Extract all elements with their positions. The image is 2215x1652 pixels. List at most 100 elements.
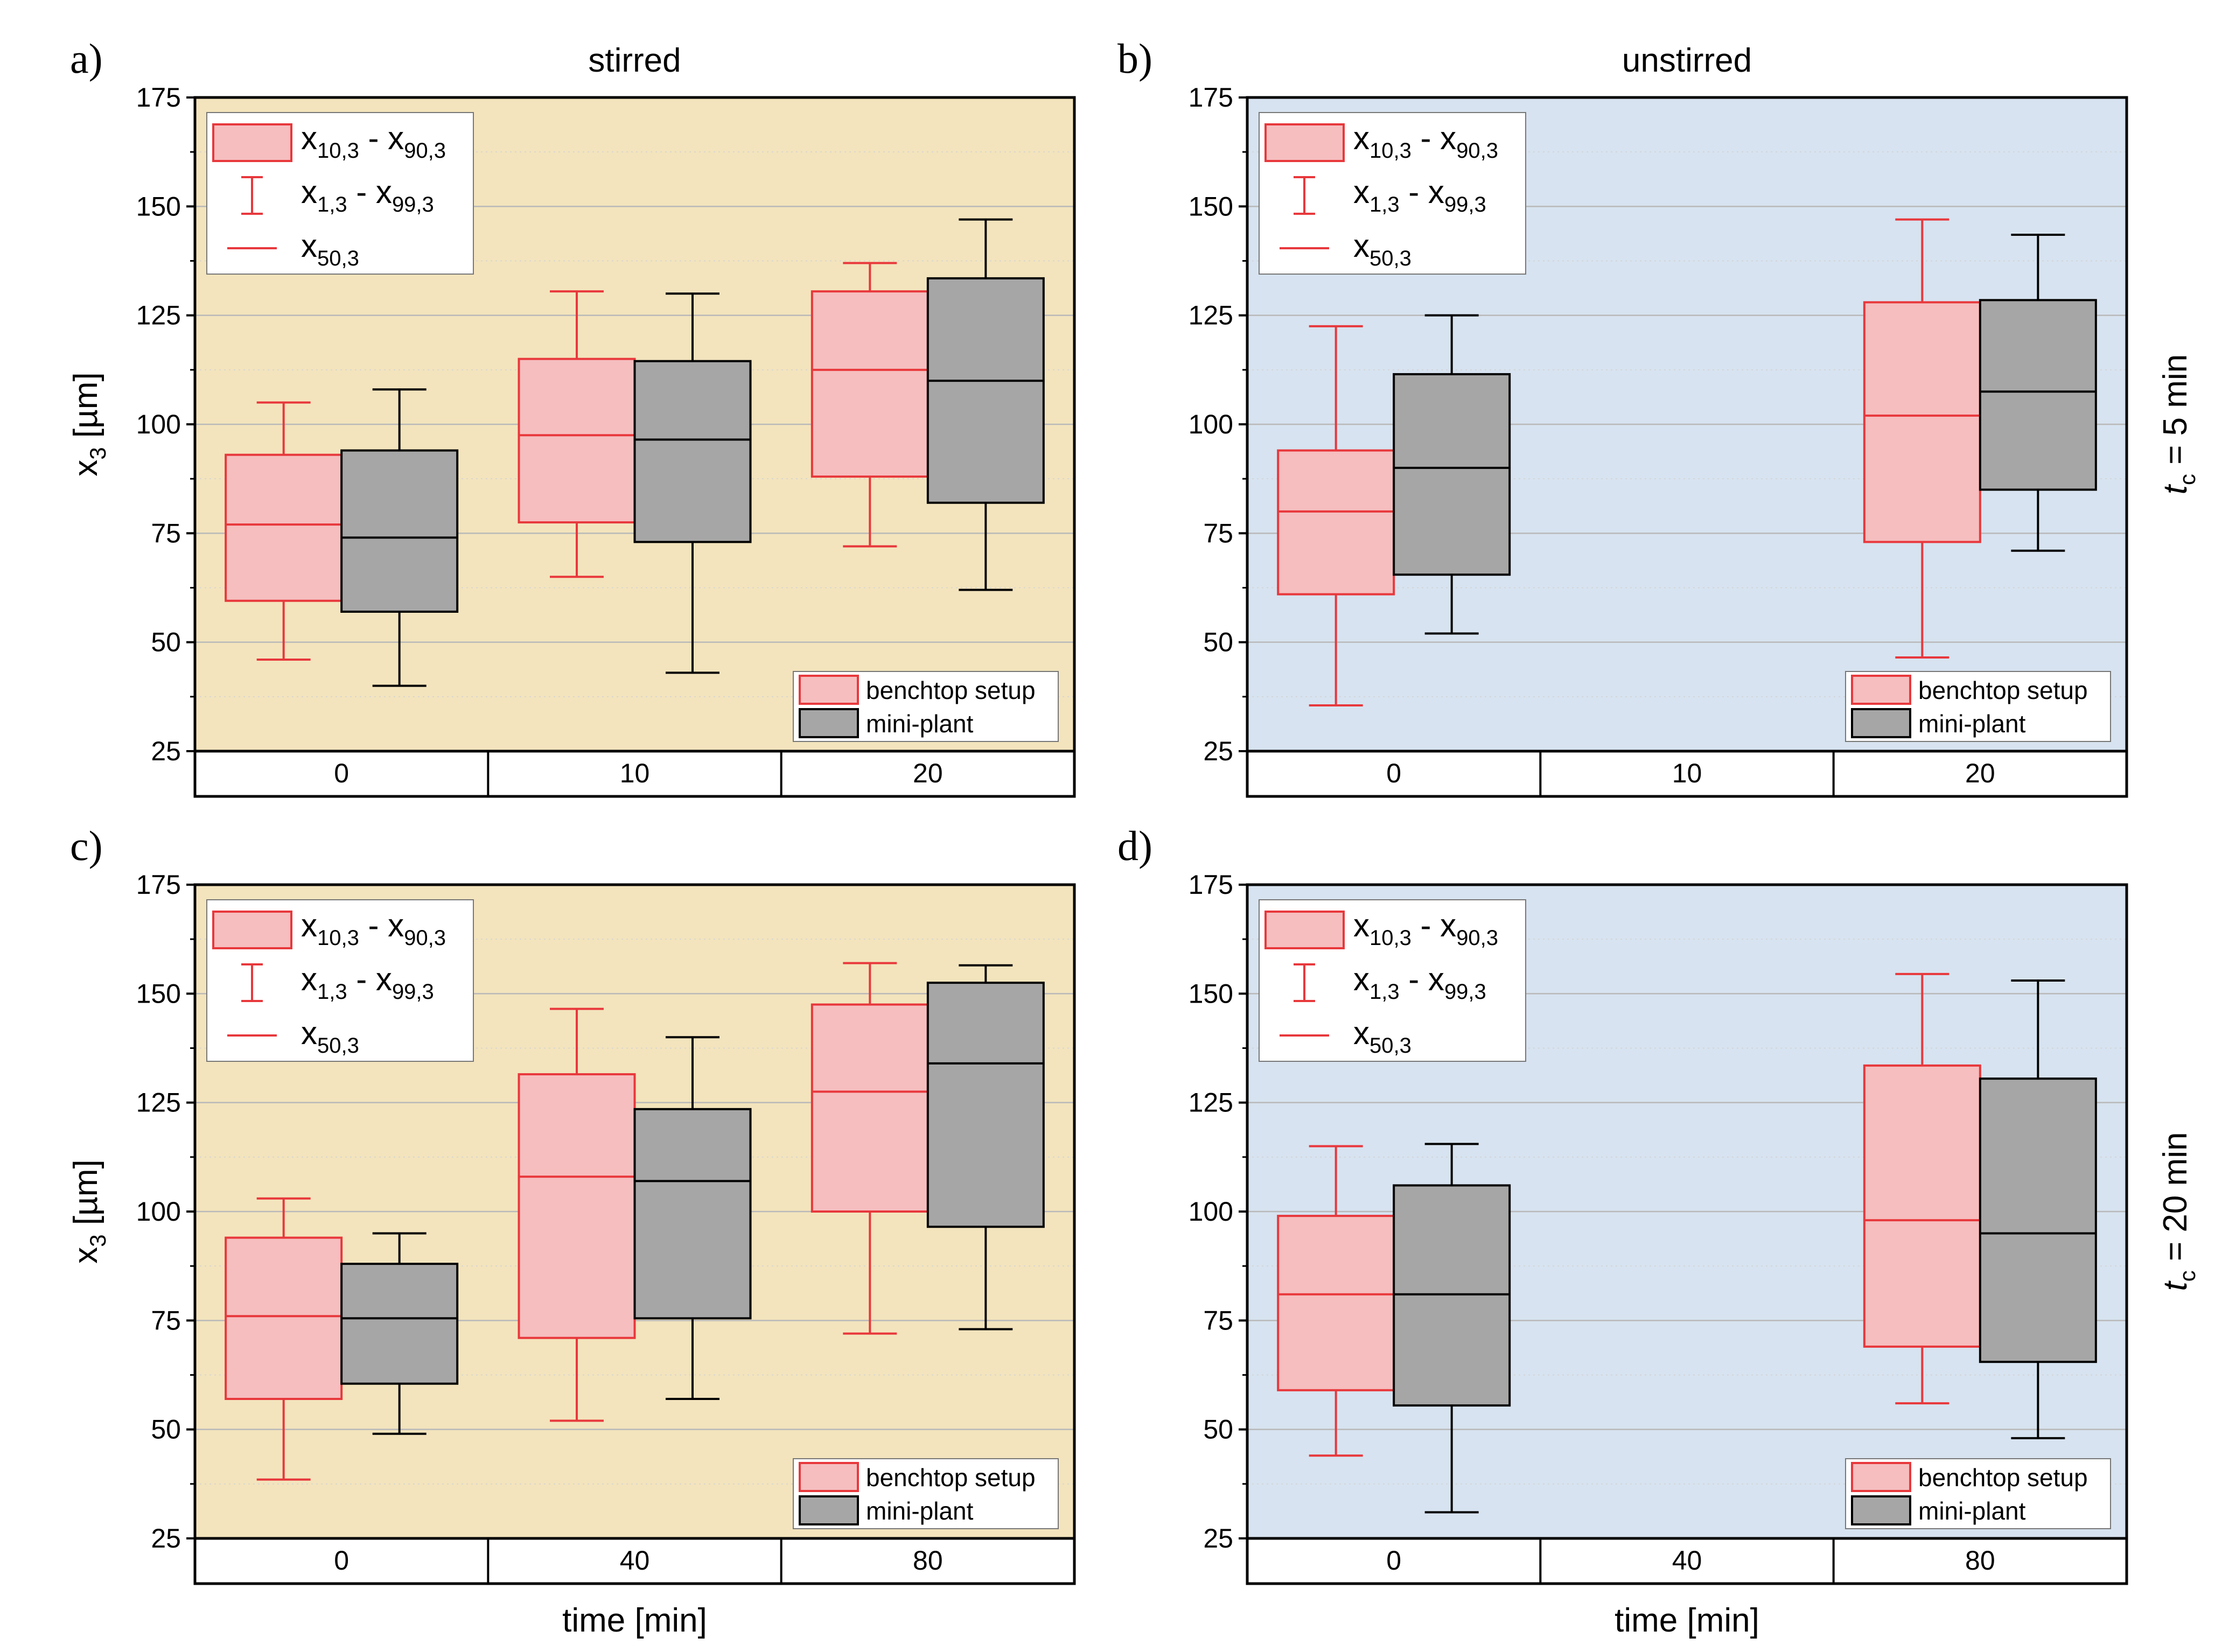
y-tick-label: 175 — [136, 82, 181, 113]
legend-box-symbol — [212, 911, 292, 949]
legend-benchtop-swatch — [799, 675, 859, 705]
category-row — [193, 750, 1076, 798]
y-tick-label: 100 — [1189, 1196, 1233, 1227]
legend-label: x1,3 - x99,3 — [301, 174, 434, 216]
legend-series: benchtop setup mini-plant — [793, 1458, 1059, 1529]
y-tick-label: 75 — [151, 1305, 181, 1335]
miniplant-box-0 — [1393, 1143, 1511, 1514]
benchtop-box-0 — [225, 1197, 343, 1481]
category-row — [1246, 1537, 2128, 1585]
benchtop-box-20 — [1863, 218, 1981, 659]
legend-quantiles: x10,3 - x90,3 x1,3 - x99,3 x50,3 — [1259, 112, 1526, 275]
category-label: 40 — [1672, 1545, 1702, 1576]
panel-a: 25 50 75 100 125 150 175 0 10 20 a) stirred x10,3 - … — [70, 35, 1076, 798]
legend-quantiles: x10,3 - x90,3 x1,3 - x99,3 x50,3 — [1259, 899, 1526, 1062]
category-label: 10 — [620, 758, 650, 788]
legend-label: x1,3 - x99,3 — [1353, 961, 1486, 1004]
miniplant-box-0 — [340, 388, 459, 687]
miniplant-box-40 — [633, 1036, 752, 1401]
legend-quantiles: x10,3 - x90,3 x1,3 - x99,3 x50,3 — [206, 899, 474, 1062]
category-label: 0 — [1386, 758, 1401, 788]
category-label: 20 — [913, 758, 943, 788]
category-row — [1246, 750, 2128, 798]
box-q10-q90 — [810, 1003, 929, 1213]
legend-label: x1,3 - x99,3 — [1353, 174, 1486, 216]
category-label: 80 — [913, 1545, 943, 1576]
panel-label: a) — [70, 35, 103, 82]
legend-quantiles: x10,3 - x90,3 x1,3 - x99,3 x50,3 — [206, 112, 474, 275]
panel-b: 25 50 75 100 125 150 175 0 10 20 b) unstirred x10,3 … — [1117, 35, 2128, 798]
box-q10-q90 — [1393, 1184, 1511, 1407]
box-q10-q90 — [1979, 1077, 2097, 1363]
y-tick-label: 125 — [1189, 300, 1233, 331]
benchtop-box-0 — [1277, 1145, 1395, 1457]
y-tick-label: 75 — [151, 518, 181, 548]
y-tick-label: 50 — [151, 1415, 181, 1445]
legend-label: x10,3 - x90,3 — [301, 120, 446, 163]
y-tick-label: 100 — [1189, 409, 1233, 439]
box-q10-q90 — [926, 277, 1045, 504]
box-q10-q90 — [633, 360, 752, 543]
y-tick-label: 175 — [1189, 870, 1233, 900]
panel-label: c) — [70, 822, 103, 869]
y-tick-label: 125 — [136, 300, 181, 331]
box-q10-q90 — [926, 982, 1045, 1228]
row-label: tc = 20 min — [2157, 1132, 2200, 1291]
row-label: tc = 5 min — [2157, 354, 2200, 495]
y-tick-label: 150 — [136, 191, 181, 221]
category-row — [193, 1537, 1076, 1585]
miniplant-box-80 — [926, 964, 1045, 1331]
y-tick-label: 150 — [1189, 191, 1233, 221]
y-tick-label: 150 — [136, 978, 181, 1009]
y-tick-label: 100 — [136, 1196, 181, 1227]
y-tick-label: 125 — [136, 1088, 181, 1118]
legend-miniplant-swatch — [1851, 708, 1911, 738]
legend-label: x50,3 — [1353, 1015, 1412, 1058]
box-q10-q90 — [1277, 449, 1395, 596]
category-label: 80 — [1965, 1545, 1995, 1576]
y-tick-label: 175 — [136, 870, 181, 900]
y-tick-label: 25 — [1203, 1523, 1233, 1553]
benchtop-box-20 — [810, 262, 929, 548]
legend-label: x10,3 - x90,3 — [1353, 120, 1498, 163]
column-title: stirred — [588, 42, 681, 79]
category-label: 40 — [620, 1545, 650, 1576]
legend-series-label: benchtop setup — [1918, 676, 2088, 704]
box-q10-q90 — [225, 453, 343, 602]
legend-series-label: mini-plant — [1918, 710, 2026, 738]
box-q10-q90 — [1979, 299, 2097, 491]
miniplant-box-20 — [1979, 233, 2097, 552]
y-tick-label: 50 — [151, 627, 181, 657]
miniplant-box-0 — [340, 1232, 459, 1435]
box-q10-q90 — [1863, 301, 1981, 543]
legend-series: benchtop setup mini-plant — [1845, 671, 2111, 742]
benchtop-box-0 — [225, 401, 343, 661]
legend-label: x50,3 — [1353, 228, 1412, 270]
legend-series-label: mini-plant — [866, 710, 974, 738]
y-tick-label: 150 — [1189, 978, 1233, 1009]
box-q10-q90 — [633, 1108, 752, 1320]
legend-series: benchtop setup mini-plant — [1845, 1458, 2111, 1529]
miniplant-box-80 — [1979, 979, 2097, 1439]
benchtop-box-80 — [810, 962, 929, 1335]
y-tick-label: 75 — [1203, 518, 1233, 548]
legend-series: benchtop setup mini-plant — [793, 671, 1059, 742]
legend-series-label: benchtop setup — [866, 676, 1036, 704]
box-q10-q90 — [340, 1263, 459, 1385]
x-axis-title: time [min] — [1615, 1602, 1759, 1639]
legend-label: x50,3 — [301, 1015, 359, 1058]
legend-miniplant-swatch — [1851, 1495, 1911, 1525]
y-tick-label: 25 — [151, 736, 181, 766]
legend-benchtop-swatch — [1851, 675, 1911, 705]
y-tick-label: 125 — [1189, 1088, 1233, 1118]
x-axis-title: time [min] — [562, 1602, 707, 1639]
legend-series-label: mini-plant — [1918, 1497, 2026, 1525]
category-label: 0 — [334, 758, 349, 788]
box-q10-q90 — [518, 358, 636, 524]
category-label: 0 — [334, 1545, 349, 1576]
category-label: 20 — [1965, 758, 1995, 788]
category-label: 0 — [1386, 1545, 1401, 1576]
